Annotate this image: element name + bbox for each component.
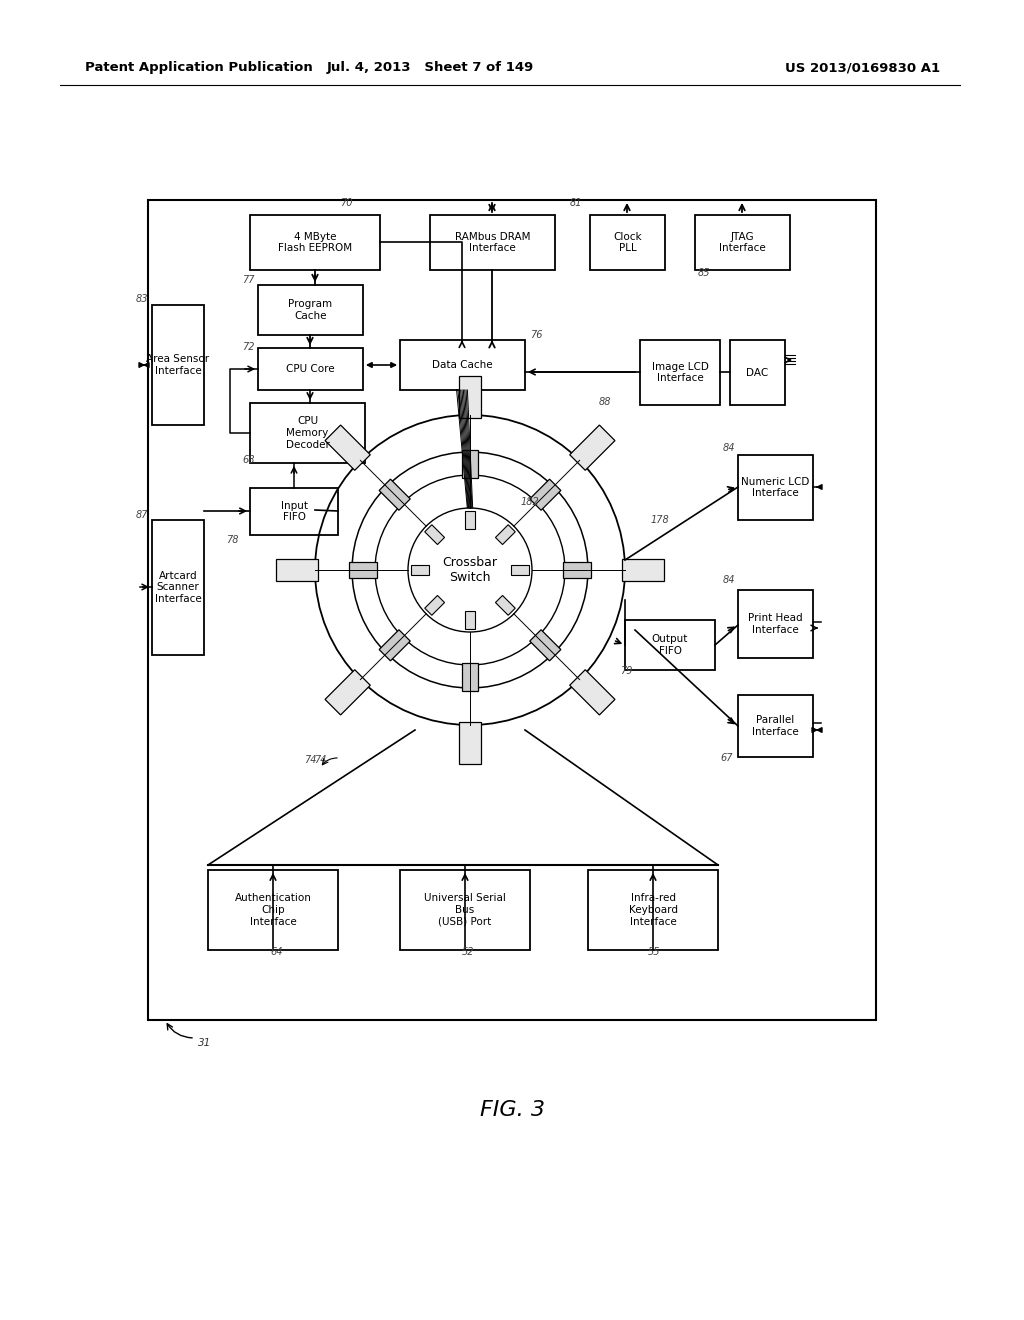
Text: 4 MByte
Flash EEPROM: 4 MByte Flash EEPROM <box>278 232 352 253</box>
Bar <box>276 558 318 581</box>
Bar <box>695 215 790 271</box>
Bar <box>148 201 876 1020</box>
Text: 77: 77 <box>242 275 255 285</box>
Text: Image LCD
Interface: Image LCD Interface <box>651 362 709 383</box>
Bar <box>465 511 475 529</box>
Bar <box>430 215 555 271</box>
Bar <box>411 565 429 576</box>
Text: 74: 74 <box>313 755 327 766</box>
Bar <box>250 215 380 271</box>
Bar <box>738 590 813 657</box>
Text: Patent Application Publication: Patent Application Publication <box>85 62 312 74</box>
Bar <box>529 479 561 511</box>
Text: Artcard
Scanner
Interface: Artcard Scanner Interface <box>155 570 202 605</box>
Bar <box>425 525 444 545</box>
Text: CPU
Memory
Decoder: CPU Memory Decoder <box>286 416 330 450</box>
Text: Program
Cache: Program Cache <box>289 300 333 321</box>
Text: 67: 67 <box>720 752 732 763</box>
Text: RAMbus DRAM
Interface: RAMbus DRAM Interface <box>455 232 530 253</box>
Text: 83: 83 <box>136 294 148 304</box>
Text: 182: 182 <box>520 498 540 507</box>
Bar <box>496 595 515 615</box>
Text: FIG. 3: FIG. 3 <box>479 1100 545 1119</box>
Text: 81: 81 <box>570 198 583 209</box>
Text: JTAG
Interface: JTAG Interface <box>719 232 766 253</box>
Text: 79: 79 <box>620 667 633 676</box>
Text: 87: 87 <box>136 510 148 520</box>
Text: Input
FIFO: Input FIFO <box>281 500 307 523</box>
Bar <box>465 611 475 630</box>
Bar <box>588 870 718 950</box>
Bar <box>462 663 478 690</box>
Text: 70: 70 <box>340 198 352 209</box>
Text: Print Head
Interface: Print Head Interface <box>749 614 803 635</box>
Text: Infra-red
Keyboard
Interface: Infra-red Keyboard Interface <box>629 894 678 927</box>
Bar <box>325 669 371 715</box>
Bar <box>462 450 478 478</box>
Text: 88: 88 <box>599 397 611 407</box>
Text: 74: 74 <box>304 755 316 766</box>
Text: 84: 84 <box>723 444 735 453</box>
Text: Data Cache: Data Cache <box>432 360 493 370</box>
Text: 85: 85 <box>698 268 711 279</box>
Bar <box>562 562 591 578</box>
Text: 52: 52 <box>462 946 474 957</box>
Text: 31: 31 <box>199 1038 212 1048</box>
Text: Jul. 4, 2013   Sheet 7 of 149: Jul. 4, 2013 Sheet 7 of 149 <box>327 62 534 74</box>
Text: 84: 84 <box>723 576 735 585</box>
Bar <box>250 403 365 463</box>
Bar <box>738 696 813 756</box>
Text: DAC: DAC <box>746 367 769 378</box>
Bar <box>625 620 715 671</box>
Bar <box>258 348 362 389</box>
Text: 78: 78 <box>225 535 239 545</box>
Text: Authentication
Chip
Interface: Authentication Chip Interface <box>234 894 311 927</box>
Bar <box>529 630 561 661</box>
Text: CPU Core: CPU Core <box>286 364 335 374</box>
Bar <box>622 558 664 581</box>
Text: 64: 64 <box>270 946 283 957</box>
Text: 72: 72 <box>242 342 255 352</box>
Text: Crossbar
Switch: Crossbar Switch <box>442 556 498 583</box>
Bar <box>496 525 515 545</box>
Bar <box>459 722 481 764</box>
Bar <box>379 479 411 511</box>
Bar <box>590 215 665 271</box>
Text: 68: 68 <box>242 455 255 465</box>
Bar <box>258 285 362 335</box>
Text: Parallel
Interface: Parallel Interface <box>752 715 799 737</box>
Bar <box>325 425 371 470</box>
Bar <box>569 425 615 470</box>
Bar <box>250 488 338 535</box>
Text: 76: 76 <box>530 330 543 341</box>
Bar <box>349 562 378 578</box>
Bar <box>730 341 785 405</box>
Bar <box>511 565 529 576</box>
Bar <box>152 305 204 425</box>
Bar <box>425 595 444 615</box>
Bar <box>569 669 615 715</box>
Bar <box>400 341 525 389</box>
Bar <box>152 520 204 655</box>
Text: Output
FIFO: Output FIFO <box>652 634 688 656</box>
Text: US 2013/0169830 A1: US 2013/0169830 A1 <box>784 62 940 74</box>
Text: Universal Serial
Bus
(USB) Port: Universal Serial Bus (USB) Port <box>424 894 506 927</box>
Bar <box>400 870 530 950</box>
Bar <box>738 455 813 520</box>
Text: Clock
PLL: Clock PLL <box>613 232 642 253</box>
Bar <box>379 630 411 661</box>
Text: 178: 178 <box>650 515 670 525</box>
Text: Area Sensor
Interface: Area Sensor Interface <box>146 354 210 376</box>
Bar <box>640 341 720 405</box>
Text: Numeric LCD
Interface: Numeric LCD Interface <box>741 477 810 498</box>
Bar <box>459 376 481 418</box>
Bar <box>208 870 338 950</box>
Text: 55: 55 <box>648 946 660 957</box>
